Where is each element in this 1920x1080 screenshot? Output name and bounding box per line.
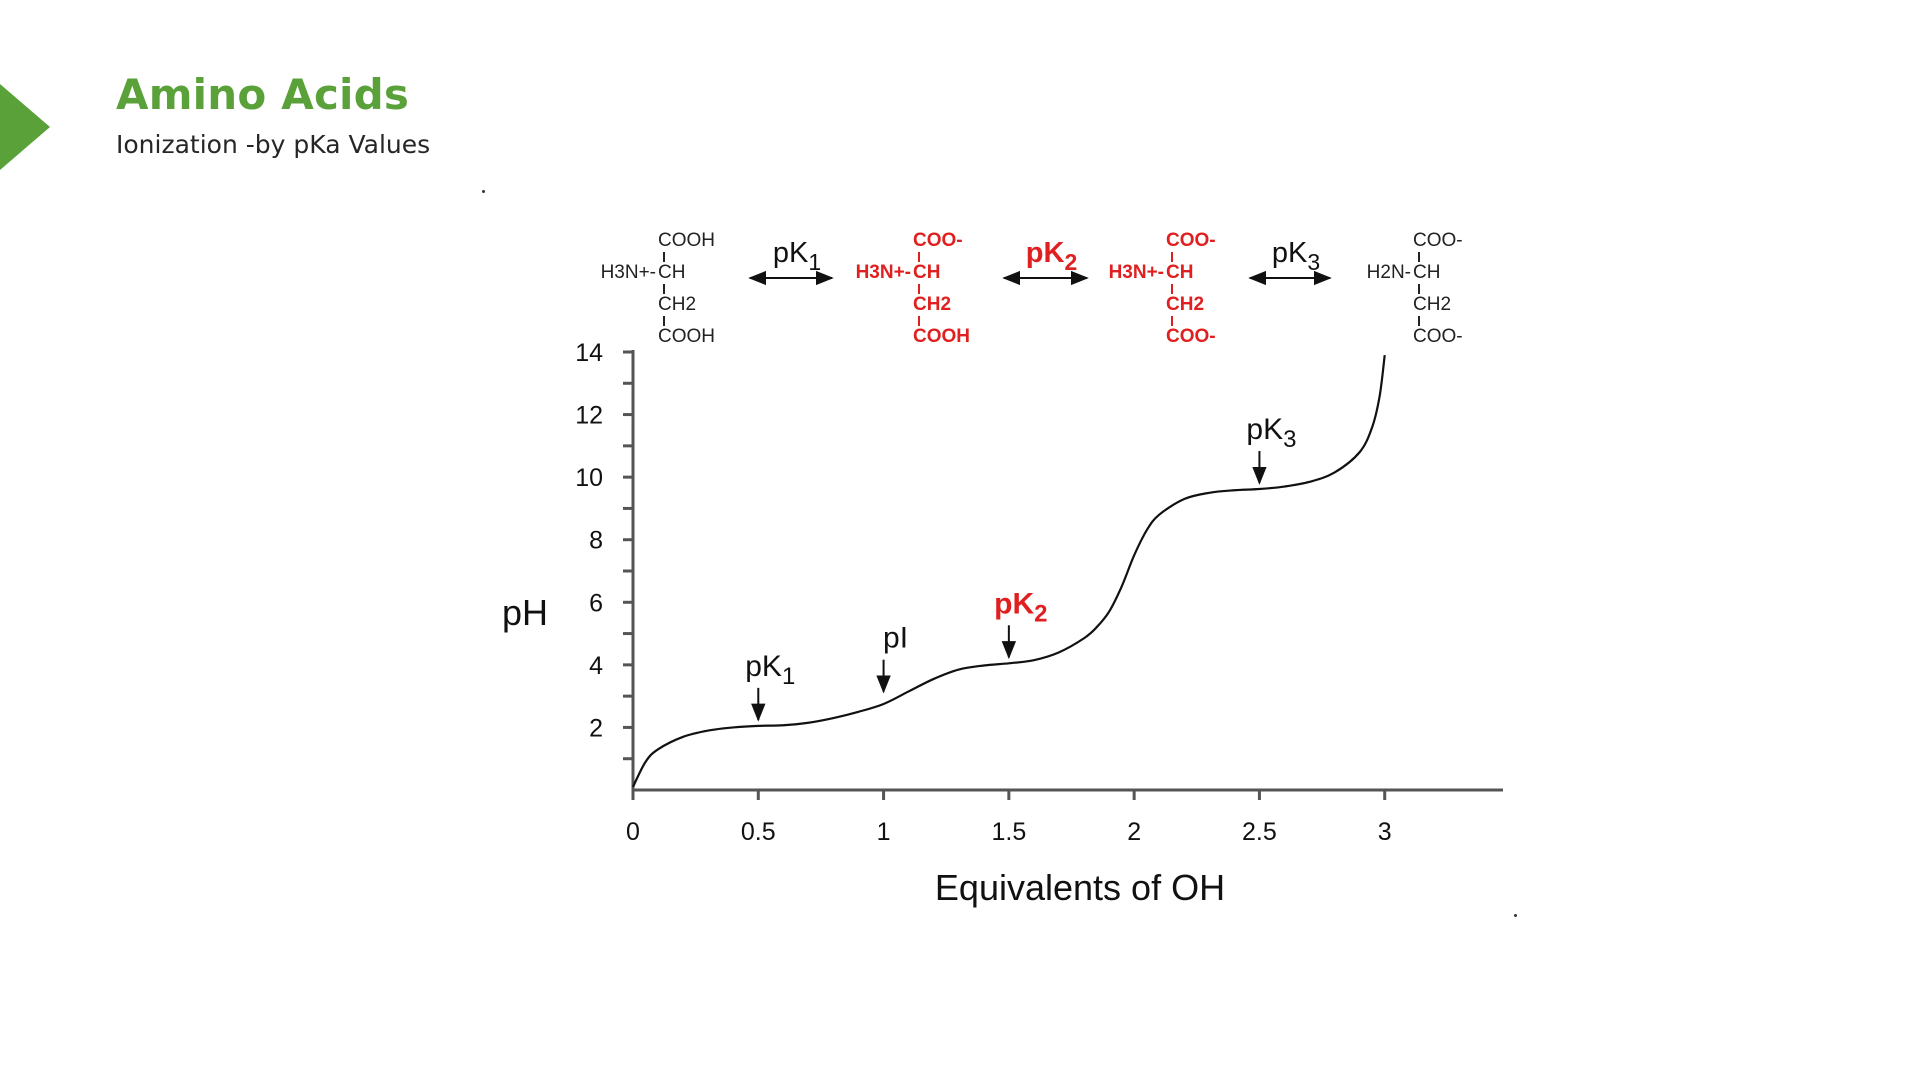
species-alpha-carbon: CH — [658, 262, 685, 283]
annotation-label-subscript: 1 — [782, 663, 795, 690]
annotation-label: pK3 — [1246, 413, 1296, 453]
x-tick-label: 2 — [1127, 818, 1141, 846]
y-tick-label: 2 — [589, 714, 603, 742]
curve-annotation: pK3 — [1246, 413, 1296, 485]
species-alpha-carbon: CH — [913, 262, 940, 283]
annotation-label: pI — [883, 622, 908, 655]
species-amine: H2N- — [1367, 262, 1411, 283]
curve-annotation: pK1 — [745, 650, 795, 722]
y-tick-label: 4 — [589, 652, 603, 680]
y-tick-label: 8 — [589, 527, 603, 555]
equilibrium-label-text: pK — [1026, 237, 1065, 269]
y-tick-label: 12 — [575, 402, 603, 430]
species-group: COO- — [1413, 230, 1463, 251]
species-alpha-carbon: CH — [1413, 262, 1440, 283]
species-group: COOH — [913, 326, 970, 347]
x-tick-label: 0.5 — [741, 818, 776, 846]
stray-dot — [1514, 914, 1517, 917]
x-tick-label: 2.5 — [1242, 818, 1277, 846]
species-group: COOH — [658, 230, 715, 251]
equilibrium-label-subscript: 2 — [1064, 249, 1077, 275]
titration-curve — [632, 354, 1386, 788]
x-tick-label: 1 — [877, 818, 891, 846]
slide-arrow-icon — [0, 84, 50, 170]
stray-dot — [482, 190, 485, 193]
equilibrium-label-text: pK — [773, 237, 809, 269]
species-group: COO- — [1166, 326, 1216, 347]
x-axis-label: Equivalents of OH — [935, 867, 1225, 908]
equilibrium-label-subscript: 1 — [808, 249, 821, 275]
annotation-label: pK1 — [745, 650, 795, 690]
species-group: COO- — [1413, 326, 1463, 347]
equilibrium-label: pK3 — [1272, 237, 1320, 275]
y-tick-label: 14 — [575, 339, 603, 367]
curve-annotation: pI — [876, 622, 908, 694]
equilibrium-label-text: pK — [1272, 237, 1308, 269]
species-group: CH2 — [1413, 294, 1451, 315]
equilibrium: pK2 — [1002, 237, 1089, 286]
species-alpha-carbon: CH — [1166, 262, 1193, 283]
annotation-label: pK2 — [994, 587, 1047, 627]
equilibrium-label: pK1 — [773, 237, 821, 275]
species-amine: H3N+- — [601, 262, 656, 283]
equilibrium: pK3 — [1248, 237, 1332, 286]
y-tick-label: 6 — [589, 589, 603, 617]
species-group: CH2 — [1166, 294, 1204, 315]
slide-subtitle: Ionization -by pKa Values — [116, 130, 431, 159]
annotation-label-text: pK — [1246, 413, 1283, 446]
x-tick-label: 3 — [1378, 818, 1392, 846]
species-group: COOH — [658, 326, 715, 347]
annotation-label-subscript: 3 — [1283, 426, 1296, 453]
annotation-label-text: pK — [994, 587, 1034, 620]
species-group: CH2 — [658, 294, 696, 315]
x-tick-label: 1.5 — [991, 818, 1026, 846]
equilibrium: pK1 — [748, 237, 834, 286]
species-structure: COO-H3N+- CH CH2 COOH — [856, 230, 970, 347]
equilibrium-label: pK2 — [1026, 237, 1077, 275]
y-axis-label: pH — [502, 592, 548, 633]
species-group: COO- — [913, 230, 963, 251]
species-amine: H3N+- — [1109, 262, 1164, 283]
species-amine: H3N+- — [856, 262, 911, 283]
species-group: COO- — [1166, 230, 1216, 251]
annotation-label-text: pI — [883, 622, 908, 655]
y-tick-label: 10 — [575, 464, 603, 492]
equilibrium-label-subscript: 3 — [1307, 249, 1320, 275]
species-group: CH2 — [913, 294, 951, 315]
annotation-label-text: pK — [745, 650, 782, 683]
x-tick-label: 0 — [626, 818, 640, 846]
curve-annotation: pK2 — [994, 587, 1048, 660]
annotation-label-subscript: 2 — [1034, 600, 1047, 627]
slide-title: Amino Acids — [116, 70, 410, 119]
